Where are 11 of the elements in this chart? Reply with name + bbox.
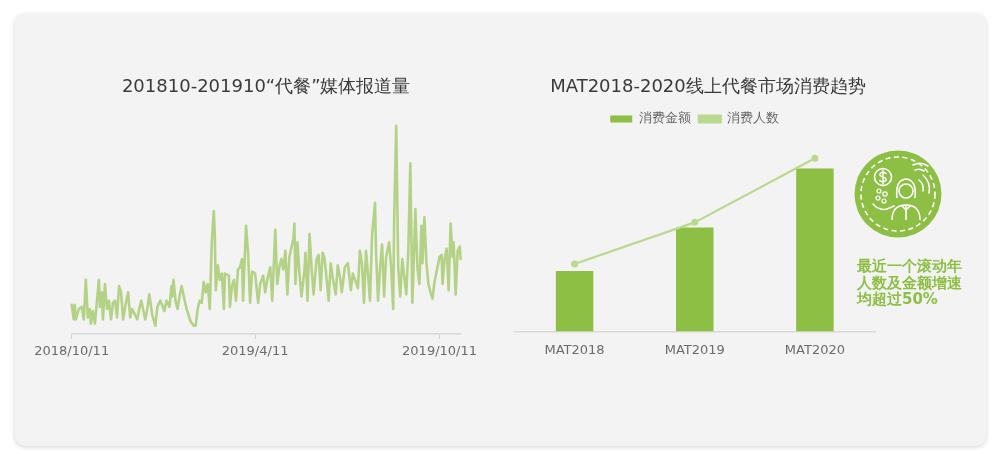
legend-label: 消费人数 <box>727 110 780 126</box>
chart-title: 201810-201910“代餐”媒体报道量 <box>121 75 411 97</box>
x-tick-label: 2019/10/11 <box>402 343 478 359</box>
x-tick-label: MAT2019 <box>664 341 725 357</box>
x-tick-label: 2019/4/11 <box>221 343 289 359</box>
legend-label: 消费金额 <box>638 110 691 126</box>
annotation: 最近一个滚动年人数及金额增速均超过50% <box>857 257 963 308</box>
x-tick-label: MAT2018 <box>544 341 605 357</box>
chart-title: MAT2018-2020线上代餐市场消费趋势 <box>550 75 866 97</box>
x-tick-label: MAT2020 <box>784 341 845 357</box>
x-tick-label: 2018/10/11 <box>34 343 110 359</box>
